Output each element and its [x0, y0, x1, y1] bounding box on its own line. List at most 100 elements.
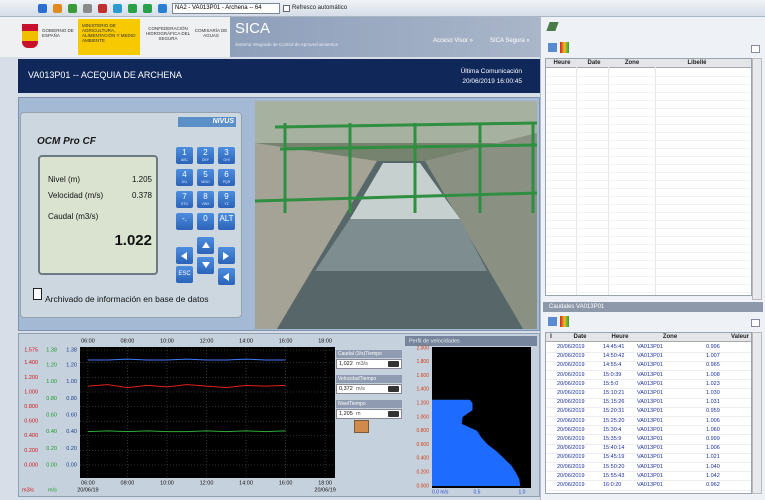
toolbar-icon[interactable]	[38, 4, 47, 13]
y-tick-label: 0.200	[24, 448, 38, 454]
row-line	[546, 268, 751, 269]
keypad-key[interactable]	[176, 266, 193, 283]
row-line	[546, 164, 751, 165]
keypad-key[interactable]	[197, 169, 214, 186]
flows-cell: 0.996	[706, 344, 720, 350]
y-tick-label: 0.800	[416, 428, 429, 434]
sica-area	[230, 17, 540, 57]
row-line	[546, 406, 751, 408]
toolbar-icon[interactable]	[83, 4, 92, 13]
calendar-button[interactable]	[354, 420, 369, 433]
toolbar-icon[interactable]	[158, 4, 167, 13]
station-selector[interactable]: NA2 - VA013P01 - Archena -- 64	[172, 3, 280, 14]
keypad-key[interactable]	[218, 191, 235, 208]
flows-cell: 15:40:14	[603, 445, 625, 452]
row-line	[546, 132, 751, 133]
keypad-key[interactable]	[197, 147, 214, 164]
flow-label: Caudal (m3/s)	[48, 212, 99, 221]
flows-header: Zone	[662, 334, 678, 340]
toolbar-icon[interactable]	[143, 4, 152, 13]
keypad-key[interactable]	[176, 147, 193, 164]
y-tick-label: 0.800	[24, 404, 38, 410]
keypad-key[interactable]	[176, 169, 193, 186]
keypad-key[interactable]	[176, 191, 193, 208]
toolbar-icon[interactable]	[98, 4, 107, 13]
toolbar-icon[interactable]	[68, 4, 77, 13]
row-line	[546, 284, 751, 285]
panel-icon[interactable]	[548, 317, 557, 326]
flows-cell: 1.042	[706, 472, 720, 479]
ministry-block	[78, 19, 140, 55]
y-tick-label: 1.000	[416, 414, 429, 420]
header-link[interactable]: SICA Segura »	[490, 38, 530, 44]
header-link[interactable]: Acceso Visor »	[433, 38, 473, 44]
y-tick-label: 0.400	[24, 433, 38, 439]
reading-value: 0.378	[131, 191, 152, 200]
archive-checkbox[interactable]	[33, 288, 42, 300]
keypad-key[interactable]	[176, 213, 193, 230]
flows-header-row	[546, 333, 751, 342]
arrow-icon	[223, 252, 229, 260]
row-line	[546, 434, 751, 436]
flows-cell: VA013P01	[637, 371, 663, 378]
toolbar-icon[interactable]	[113, 4, 122, 13]
key-label: -.	[182, 214, 187, 223]
row-line	[546, 416, 751, 417]
row-line	[546, 180, 751, 181]
key-label: ESC	[178, 271, 191, 277]
key-label: 7	[182, 192, 187, 201]
keypad-key[interactable]	[218, 213, 235, 230]
toolbar-icon[interactable]	[128, 4, 137, 13]
x-tick-label: 10:00	[160, 480, 174, 486]
keypad-key[interactable]	[218, 147, 235, 164]
panel-icon[interactable]	[560, 316, 569, 327]
indicator-field	[336, 384, 402, 394]
flows-cell: 20/06/2019	[557, 445, 585, 452]
flows-cell: 20/06/2019	[557, 426, 585, 433]
toolbar-icon[interactable]	[53, 4, 62, 13]
row-line	[546, 471, 751, 473]
column-line	[655, 59, 656, 295]
keypad-key[interactable]	[197, 191, 214, 208]
scrollbar[interactable]	[752, 332, 762, 494]
row-line	[546, 252, 751, 253]
flows-cell: VA013P01	[637, 445, 663, 452]
flows-cell: 15:5:0	[603, 380, 619, 387]
x-tick-label: 12:00	[200, 338, 214, 344]
flows-cell: 0.959	[706, 408, 720, 415]
row-line	[546, 370, 751, 371]
panel-icon[interactable]	[560, 42, 569, 53]
flows-header: Date	[573, 334, 587, 340]
x-tick-label: 12:00	[200, 480, 214, 486]
indicator-icon	[388, 386, 399, 392]
x-tick-label: 16:00	[279, 338, 293, 344]
flows-cell: 0.999	[706, 436, 720, 442]
flows-cell: VA013P01	[637, 417, 663, 424]
last-comm-value: 20/06/2019 16:00:45	[462, 78, 522, 85]
y-tick-label: 1.200	[24, 375, 38, 381]
x-tick-label: 06:00	[81, 338, 95, 344]
y-tick-label: 0.000	[416, 483, 429, 489]
keypad-key[interactable]	[218, 169, 235, 186]
key-sub-label: DEF	[202, 158, 209, 162]
flows-cell: 1.006	[706, 417, 720, 424]
flows-cell: VA013P01	[637, 353, 663, 360]
flows-cell: 15:10:21	[603, 390, 625, 396]
alarm-table	[545, 58, 752, 296]
station-title: VA013P01 -- ACEQUIA DE ARCHENA	[28, 70, 182, 80]
y-tick-label: 0.80	[46, 396, 57, 402]
auto-refresh-checkbox[interactable]	[283, 5, 290, 12]
flows-cell: 15:50:20	[603, 463, 625, 470]
flows-cell: 20/06/2019	[557, 417, 585, 424]
keypad-key[interactable]	[197, 213, 214, 230]
scrollbar[interactable]	[752, 58, 762, 300]
key-label: 9	[224, 192, 229, 201]
flows-cell: 16:0:20	[603, 482, 622, 488]
collapse-button[interactable]	[751, 45, 760, 53]
row-line	[546, 188, 751, 189]
flows-cell: 20/06/2019	[557, 472, 585, 479]
row-line	[546, 462, 751, 463]
collapse-button[interactable]	[751, 319, 760, 327]
panel-icon[interactable]	[548, 43, 557, 52]
